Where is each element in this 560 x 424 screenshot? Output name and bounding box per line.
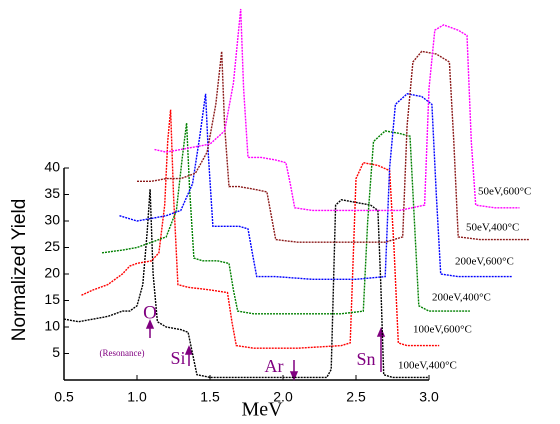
y-tick-label: 30 <box>44 212 60 228</box>
x-tick-label: 3.0 <box>419 389 439 405</box>
series-label: 100eV,400°C <box>398 360 457 372</box>
series-line <box>154 8 520 212</box>
y-tick-label: 25 <box>44 238 60 254</box>
annotation: O <box>143 302 157 323</box>
y-tick-label: 15 <box>44 291 60 307</box>
x-tick-label: 0.5 <box>54 389 74 405</box>
series-label: 50eV,600°C <box>478 186 531 198</box>
annotation: Ar <box>265 356 284 376</box>
series-label: 200eV,400°C <box>432 292 491 304</box>
series-line <box>119 93 513 280</box>
series-label: 50eV,400°C <box>466 222 519 234</box>
x-axis-label: MeV <box>241 399 283 421</box>
series-line <box>101 122 470 315</box>
series-line <box>81 109 440 349</box>
y-tick-label: 5 <box>52 344 60 360</box>
annotation: Si <box>170 348 185 368</box>
y-tick-label: 20 <box>44 265 60 281</box>
annotation: Sn <box>356 349 375 369</box>
x-tick-label: 2.5 <box>346 389 366 405</box>
y-tick-label: 35 <box>44 185 60 201</box>
y-axis-label: Normalized Yield <box>9 199 30 342</box>
series-line <box>63 189 429 379</box>
series-line <box>137 50 530 243</box>
series-label: 200eV,600°C <box>455 256 514 268</box>
x-tick-label: 1.0 <box>127 389 147 405</box>
series-label: 100eV,600°C <box>413 324 472 336</box>
x-tick-label: 2.0 <box>273 389 293 405</box>
y-tick-label: 10 <box>44 318 60 334</box>
annotation: (Resonance) <box>100 348 145 358</box>
x-tick-label: 1.5 <box>200 389 220 405</box>
y-tick-label: 40 <box>44 159 60 175</box>
